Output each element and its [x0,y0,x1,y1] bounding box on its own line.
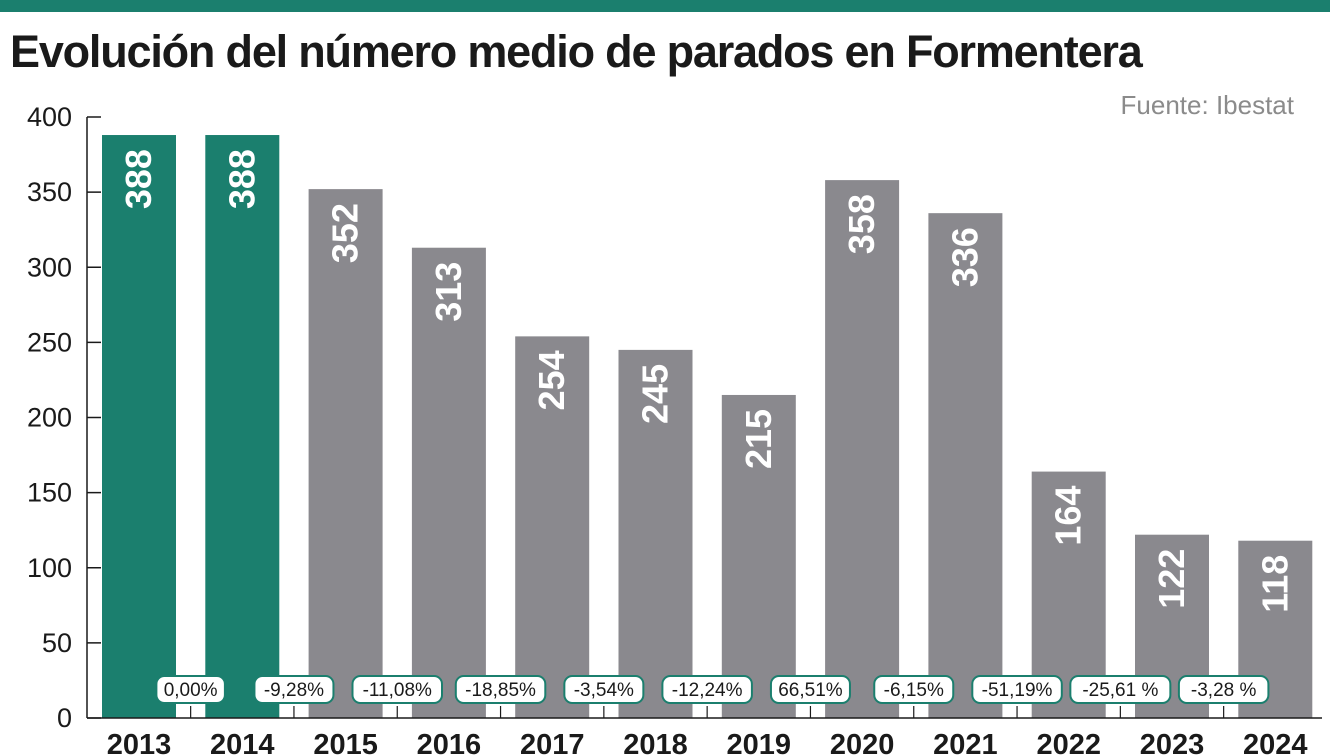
y-tick-label: 400 [27,102,72,132]
x-tick-label: 2021 [933,729,998,756]
x-tick-label: 2014 [210,729,275,756]
bar-value-label: 388 [118,149,159,209]
x-tick-label: 2020 [830,729,895,756]
percent-change-label: 0,00% [164,680,218,701]
chart-title: Evolución del número medio de parados en… [10,26,1143,77]
bar-value-label: 352 [325,203,366,263]
bar-value-label: 358 [841,194,882,254]
bar-value-label: 215 [738,409,779,469]
percent-change-badge [1069,675,1172,704]
bar [515,336,590,718]
percent-change-badge [253,675,335,704]
percent-change-label: -25,61 % [1082,680,1158,701]
bar-value-label: 313 [428,262,469,322]
percent-change-badge [1177,675,1270,704]
bar-value-label: 388 [221,149,262,209]
percent-change-badge [454,675,547,704]
x-tick-label: 2023 [1140,729,1205,756]
y-tick-label: 300 [27,252,72,282]
percent-change-label: -12,24% [672,680,743,701]
bar [825,180,900,719]
percent-change-label: -6,15% [884,680,944,701]
x-tick-label: 2022 [1036,729,1101,756]
top-accent-bar [0,0,1330,12]
percent-change-label: 66,51% [778,680,843,701]
percent-change-badge [873,675,955,704]
percent-change-label: -11,08% [363,680,432,701]
y-tick-label: 0 [57,703,72,733]
y-tick-label: 50 [42,628,72,658]
percent-change-badge [563,675,645,704]
bar-value-label: 254 [531,350,572,410]
percent-change-badge [351,675,443,704]
percent-change-label: -3,28 % [1191,680,1257,701]
bar [721,394,796,718]
y-tick-label: 100 [27,553,72,583]
percent-change-badge [971,675,1063,704]
y-tick-label: 150 [27,478,72,508]
percent-change-badge [661,675,753,704]
y-tick-label: 200 [27,403,72,433]
percent-change-badge [155,675,226,704]
y-tick-label: 250 [27,327,72,357]
x-tick-label: 2016 [417,729,482,756]
percent-change-label: -9,28% [264,680,324,701]
x-tick-label: 2018 [623,729,688,756]
bar [308,189,383,718]
bar [618,349,693,718]
bar-value-label: 118 [1254,555,1295,613]
bar-value-label: 122 [1151,549,1192,609]
chart-source: Fuente: Ibestat [1120,90,1294,120]
x-tick-label: 2013 [107,729,172,756]
percent-change-label: -51,19% [982,680,1053,701]
y-tick-label: 350 [27,177,72,207]
x-tick-label: 2017 [520,729,585,756]
bar-value-label: 245 [635,364,676,424]
percent-change-label: -18,85% [465,680,536,701]
bar-value-label: 164 [1048,486,1089,546]
percent-change-label: -3,54% [574,680,634,701]
x-tick-label: 2019 [727,729,792,756]
bar-value-label: 336 [944,227,985,287]
x-tick-label: 2024 [1243,729,1308,756]
bar [102,135,176,718]
bar [411,247,486,718]
bar [928,213,1003,718]
bar [205,135,280,718]
percent-change-badge [769,675,851,704]
x-tick-label: 2015 [313,729,378,756]
